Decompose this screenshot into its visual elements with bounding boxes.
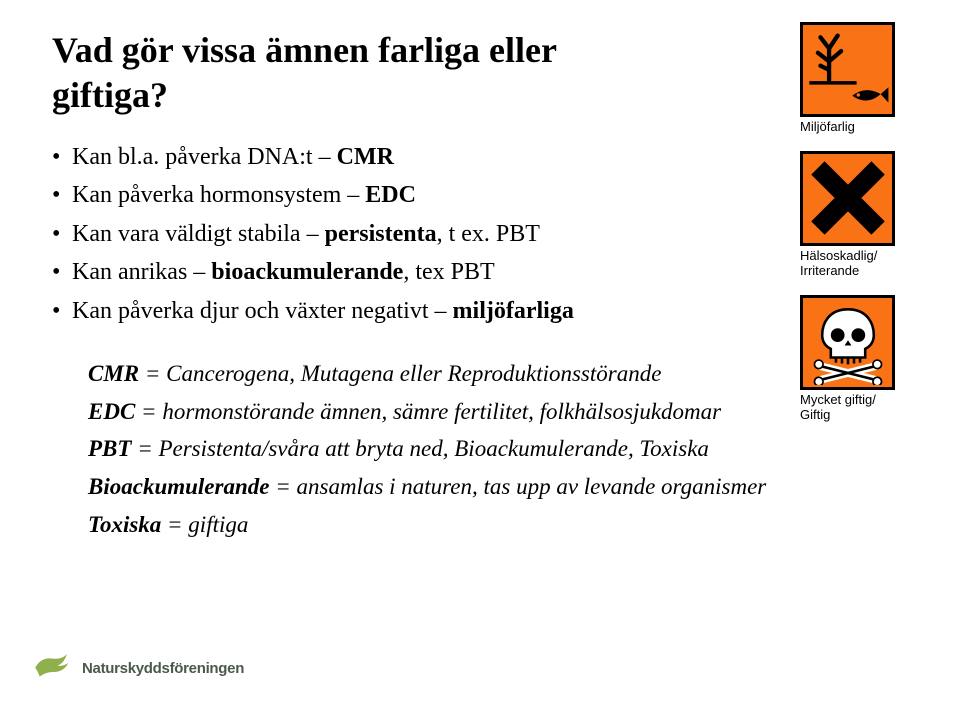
def-abbr: Bioackumulerande (88, 474, 269, 499)
list-item: Kan bl.a. påverka DNA:t – CMR (52, 138, 702, 176)
bullet-pre: Kan vara väldigt stabila – (72, 221, 325, 247)
hazard-cross: Hälsoskadlig/ Irriterande (800, 151, 930, 279)
bullet-bold: CMR (337, 144, 394, 170)
definition: PBT = Persistenta/svåra att bryta ned, B… (88, 431, 772, 467)
slide-title: Vad gör vissa ämnen farliga eller giftig… (52, 28, 692, 118)
def-abbr: PBT (88, 436, 131, 461)
hazard-skull: Mycket giftig/ Giftig (800, 295, 930, 423)
falcon-logo-icon (32, 651, 70, 686)
hazard-symbols-column: Miljöfarlig Hälsoskadlig/ Irriterande (800, 22, 930, 423)
def-abbr: EDC (88, 399, 135, 424)
bullet-pre: Kan anrikas – (72, 259, 211, 285)
bullet-post: , tex PBT (403, 259, 494, 285)
title-line-2: giftiga? (52, 75, 168, 115)
def-text: = giftiga (161, 512, 248, 537)
list-item: Kan påverka djur och växter negativt – m… (52, 292, 702, 330)
definition: EDC = hormonstörande ämnen, sämre fertil… (88, 394, 772, 430)
bullet-pre: Kan påverka djur och växter negativt – (72, 298, 453, 324)
list-item: Kan påverka hormonsystem – EDC (52, 176, 702, 214)
bullet-pre: Kan bl.a. påverka DNA:t – (72, 144, 337, 170)
hazard-label: Hälsoskadlig/ Irriterande (800, 249, 877, 279)
def-abbr: Toxiska (88, 512, 161, 537)
definition: Bioackumulerande = ansamlas i naturen, t… (88, 469, 772, 505)
definition: CMR = Cancerogena, Mutagena eller Reprod… (88, 356, 772, 392)
hazard-label: Mycket giftig/ Giftig (800, 393, 876, 423)
bullet-bold: persistenta (325, 221, 437, 247)
title-line-1: Vad gör vissa ämnen farliga eller (52, 30, 557, 70)
cross-hazard-icon (800, 151, 895, 246)
skull-hazard-icon (800, 295, 895, 390)
bullet-post: , t ex. PBT (437, 221, 540, 247)
hazard-label: Miljöfarlig (800, 120, 855, 135)
bullet-bold: bioackumulerande (211, 259, 403, 285)
slide: Vad gör vissa ämnen farliga eller giftig… (0, 0, 960, 710)
def-text: = Persistenta/svåra att bryta ned, Bioac… (131, 436, 708, 461)
list-item: Kan anrikas – bioackumulerande, tex PBT (52, 253, 702, 291)
bullet-pre: Kan påverka hormonsystem – (72, 182, 365, 208)
bullet-list: Kan bl.a. påverka DNA:t – CMR Kan påverk… (52, 138, 702, 330)
env-hazard-icon (800, 22, 895, 117)
def-text: = Cancerogena, Mutagena eller Reprodukti… (139, 361, 661, 386)
list-item: Kan vara väldigt stabila – persistenta, … (52, 215, 702, 253)
hazard-env: Miljöfarlig (800, 22, 930, 135)
bullet-bold: miljöfarliga (453, 298, 574, 324)
footer: Naturskyddsföreningen (32, 651, 244, 686)
def-text: = ansamlas i naturen, tas upp av levande… (269, 474, 766, 499)
bullet-bold: EDC (365, 182, 416, 208)
definition: Toxiska = giftiga (88, 507, 772, 543)
definitions-block: CMR = Cancerogena, Mutagena eller Reprod… (52, 356, 772, 542)
def-text: = hormonstörande ämnen, sämre fertilitet… (135, 399, 721, 424)
def-abbr: CMR (88, 361, 139, 386)
footer-org-name: Naturskyddsföreningen (82, 660, 244, 677)
